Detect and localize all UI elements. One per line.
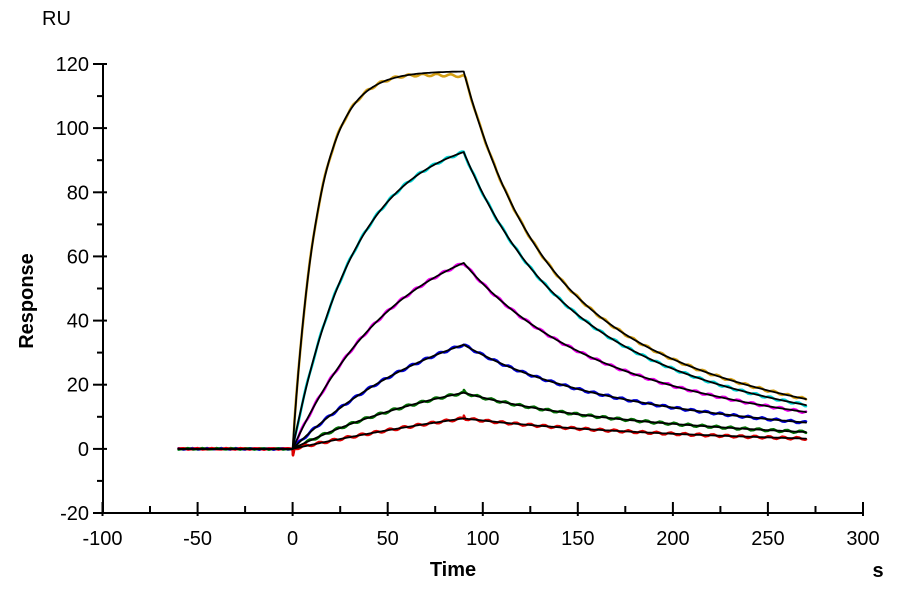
y-tick-label: 20 [67,375,89,397]
fit-curve-5 [177,391,807,450]
y-tick-label: 0 [78,439,89,461]
x-axis-unit-label: s [872,560,884,582]
y-tick-label: 80 [67,182,89,204]
x-axis-title: Time [429,559,477,581]
data-curve-2 [177,150,808,455]
y-tick-label: 100 [56,118,89,140]
x-tick-label: 300 [846,528,879,550]
fit-curve-3 [177,261,807,450]
x-tick-label: -100 [82,528,122,550]
x-tick-label: 250 [751,528,784,550]
y-axis-unit-label: RU [42,8,71,30]
x-tick-label: -50 [183,528,212,550]
x-tick-label: 200 [656,528,689,550]
x-tick-label: 150 [561,528,594,550]
fit-curve-2 [177,151,807,450]
x-tick-label: 50 [377,528,399,550]
y-tick-label: 120 [56,54,89,76]
fit-curve-4 [177,343,807,450]
y-tick-label: 60 [67,246,89,268]
x-tick-label: 100 [466,528,499,550]
y-tick-label: 40 [67,311,89,333]
y-tick-label: -20 [60,503,89,525]
x-tick-label: 0 [287,528,298,550]
fit-curve-6-lowest [177,417,807,450]
fit-curve-1-highest [177,70,807,450]
y-axis-title: Response [16,253,38,349]
